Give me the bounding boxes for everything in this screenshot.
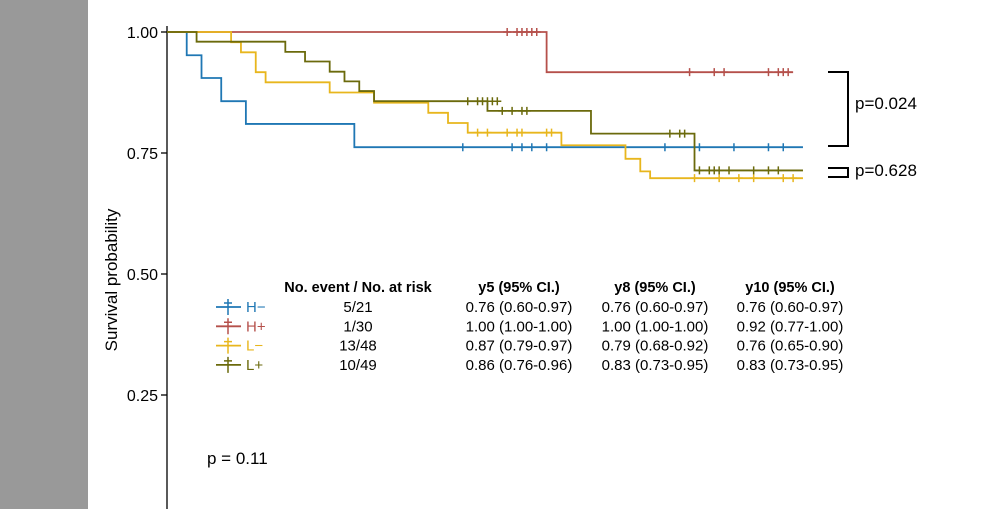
legend-cross — [224, 356, 232, 373]
legend-cross — [224, 337, 232, 354]
censor-mark — [503, 28, 512, 36]
censor-mark — [685, 68, 694, 77]
y-tick-label: 0.50 — [127, 267, 158, 284]
survival-curve-2 — [167, 31, 803, 180]
censor-mark — [764, 68, 773, 77]
table-cell: 1.00 (1.00-1.00) — [602, 318, 709, 335]
censor-mark — [729, 143, 738, 152]
censor-mark — [527, 143, 536, 152]
survival-curve-3 — [167, 31, 803, 172]
table-cell: 5/21 — [343, 299, 372, 316]
y-axis-title: Survival probability — [102, 208, 121, 351]
legend-label: H+ — [246, 318, 266, 335]
table-cell: 0.76 (0.60-0.97) — [466, 299, 573, 316]
censor-mark — [695, 143, 704, 152]
survival-curve-0 — [167, 31, 803, 149]
table-header-y8: y8 (95% CI.) — [614, 280, 696, 296]
survival-curves — [167, 28, 803, 183]
censor-mark — [690, 174, 699, 183]
censor-mark — [789, 174, 798, 183]
censor-mark — [764, 143, 773, 152]
censor-mark — [483, 128, 492, 137]
table-cell: 0.83 (0.73-0.95) — [737, 357, 844, 374]
y-axis-ticks: 1.000.750.500.250.00 — [127, 25, 167, 405]
censor-mark — [784, 68, 793, 77]
survival-curve-1 — [167, 31, 794, 74]
legend-label: L+ — [246, 357, 263, 374]
censor-mark — [734, 174, 743, 183]
bracket-l-groups: p=0.628 — [828, 161, 917, 180]
table-cell: 0.86 (0.76-0.96) — [466, 357, 573, 374]
censor-mark — [715, 166, 724, 175]
table-rows: H− 5/21 0.76 (0.60-0.97) 0.76 (0.60-0.97) 0.… — [216, 299, 843, 374]
legend-key-2 — [216, 337, 241, 354]
table-cell: 13/48 — [339, 338, 377, 355]
table-cell: 1.00 (1.00-1.00) — [466, 318, 573, 335]
table-cell: 10/49 — [339, 357, 377, 374]
table-cell: 0.83 (0.73-0.95) — [602, 357, 709, 374]
summary-table: No. event / No. at risk y5 (95% CI.) y8 … — [216, 280, 843, 374]
table-header-events: No. event / No. at risk — [284, 280, 432, 296]
table-cell: 0.76 (0.60-0.97) — [737, 299, 844, 316]
censor-mark — [517, 128, 526, 137]
legend-key-1 — [216, 318, 241, 335]
legend-key-0 — [216, 299, 241, 315]
overall-p-value: p = 0.11 — [207, 449, 268, 468]
censor-mark — [508, 143, 517, 152]
table-header-y5: y5 (95% CI.) — [478, 280, 560, 296]
table-cell: 0.79 (0.68-0.92) — [602, 338, 709, 355]
censor-mark — [508, 106, 517, 115]
censor-mark — [749, 166, 758, 175]
censor-mark — [779, 143, 788, 152]
table-header-y10: y10 (95% CI.) — [745, 280, 835, 296]
legend-label: L− — [246, 338, 263, 355]
censor-mark — [503, 128, 512, 137]
censor-mark — [532, 28, 541, 36]
legend-cross — [224, 299, 232, 315]
y-tick-label: 1.00 — [127, 25, 158, 42]
censor-mark — [764, 166, 773, 175]
table-cell: 0.92 (0.77-1.00) — [737, 318, 844, 335]
legend-key-3 — [216, 356, 241, 373]
y-tick-label: 0.75 — [127, 146, 158, 163]
table-cell: 0.87 (0.79-0.97) — [466, 338, 573, 355]
censor-mark — [458, 143, 467, 152]
table-cell: 1/30 — [343, 318, 372, 335]
bracket-h-groups: p=0.024 — [828, 71, 917, 147]
censor-mark — [547, 128, 556, 137]
censor-mark — [680, 129, 689, 138]
p-value-h-groups: p=0.024 — [855, 94, 917, 113]
censor-mark — [493, 97, 502, 106]
censor-mark — [749, 174, 758, 183]
censor-mark — [720, 68, 729, 77]
censor-mark — [695, 166, 704, 175]
table-cell: 0.76 (0.60-0.97) — [602, 299, 709, 316]
legend-cross — [224, 318, 232, 335]
censor-mark — [710, 68, 719, 77]
table-cell: 0.76 (0.65-0.90) — [737, 338, 844, 355]
censor-mark — [498, 106, 507, 115]
censor-mark — [779, 174, 788, 183]
censor-mark — [473, 128, 482, 137]
censor-mark — [774, 166, 783, 175]
censor-mark — [542, 143, 551, 152]
censor-mark — [725, 166, 734, 175]
censor-mark — [660, 143, 669, 152]
censor-mark — [517, 143, 526, 152]
p-value-l-groups: p=0.628 — [855, 161, 917, 180]
censor-mark — [665, 129, 674, 138]
y-tick-label: 0.25 — [127, 388, 158, 405]
censor-mark — [715, 174, 724, 183]
censor-mark — [522, 106, 531, 115]
legend-label: H− — [246, 299, 266, 316]
left-gray-band — [0, 0, 88, 509]
censor-mark — [463, 97, 472, 106]
